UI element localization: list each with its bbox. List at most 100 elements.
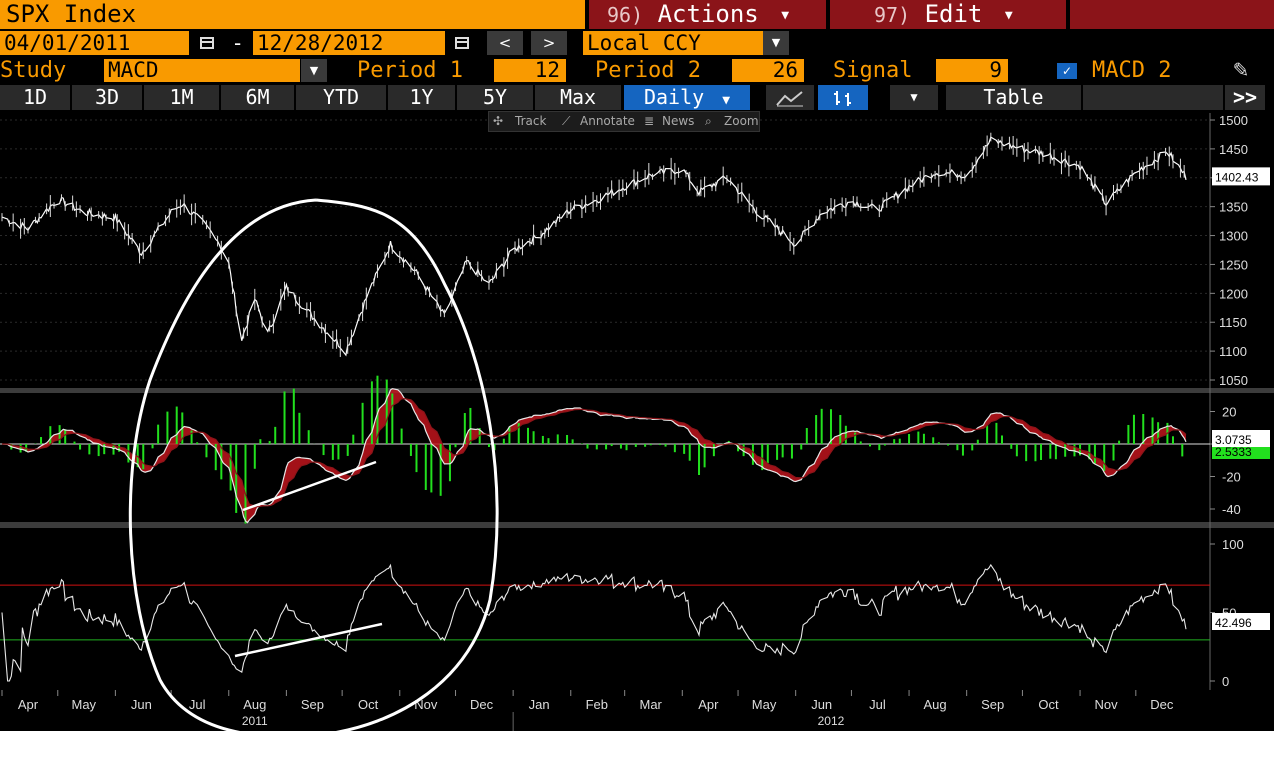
macd-histogram-bar [448, 444, 451, 482]
macd-histogram-bar [971, 444, 974, 451]
news-button[interactable]: News [662, 114, 695, 128]
header-filler [1070, 0, 1274, 29]
range-button-1y[interactable]: 1Y [388, 85, 455, 110]
x-tick-label: Sep [981, 697, 1004, 712]
range-button-6m[interactable]: 6M [221, 85, 294, 110]
macd-histogram-bar [634, 444, 637, 447]
last-price-label: 1402.43 [1215, 170, 1259, 184]
signal-field[interactable]: 9 [936, 59, 1008, 82]
ticker-field[interactable]: SPX Index [0, 0, 585, 29]
more-button[interactable]: >> [1225, 85, 1265, 110]
x-tick-label: Mar [639, 697, 662, 712]
macd-histogram-bar [625, 444, 628, 451]
macd-histogram-bar [619, 444, 622, 449]
line-chart-icon[interactable] [766, 85, 814, 110]
macd-histogram-bar [1010, 444, 1013, 449]
macd-histogram-bar [385, 379, 388, 444]
track-button[interactable]: Track [515, 114, 547, 128]
macd-histogram-bar [1157, 422, 1160, 444]
checkbox-icon[interactable]: ✓ [1057, 63, 1077, 79]
annotate-button[interactable]: Annotate [580, 114, 635, 128]
currency-select[interactable]: Local CCY [583, 31, 763, 55]
macd-histogram-bar [761, 444, 764, 471]
macd-histogram-bar [961, 444, 964, 456]
previous-period-button[interactable]: < [487, 31, 523, 55]
range-button-3d[interactable]: 3D [72, 85, 142, 110]
macd-histogram-bar [956, 444, 959, 451]
end-date-field[interactable]: 12/28/2012 [253, 31, 445, 55]
oscillator-value-badge [1212, 613, 1270, 630]
chevron-down-icon[interactable]: ▼ [763, 31, 789, 55]
macd-histogram-bar [1093, 444, 1096, 464]
range-button-1m[interactable]: 1M [144, 85, 219, 110]
x-tick-label: Feb [586, 697, 608, 712]
macd-histogram-bar [541, 435, 544, 444]
frequency-label: Daily [643, 85, 705, 109]
macd-histogram-bar [698, 444, 701, 476]
macd-histogram-bar [610, 444, 613, 447]
macd-histogram-bar [829, 409, 832, 444]
range-button-5y[interactable]: 5Y [457, 85, 533, 110]
macd-histogram-bar [1034, 444, 1037, 462]
signal-label: Signal [833, 58, 913, 83]
study-select[interactable]: MACD [104, 59, 300, 82]
x-tick-label: Aug [243, 697, 266, 712]
chevron-down-icon[interactable]: ▼ [301, 59, 327, 82]
macd-histogram-bar [1171, 436, 1174, 444]
x-tick-label: Jan [529, 697, 550, 712]
range-button-1d[interactable]: 1D [0, 85, 70, 110]
macd-histogram-bar [893, 439, 896, 444]
macd-histogram-bar [805, 428, 808, 444]
last-price-badge [1212, 167, 1270, 186]
macd-histogram-bar [688, 444, 691, 461]
edit-label: Edit [924, 0, 983, 28]
macd-histogram-bar [1132, 414, 1135, 444]
chart-canvas: 1500145014001350130012501200115011001050… [0, 113, 1274, 731]
start-date-field[interactable]: 04/01/2011 [0, 31, 189, 55]
macd-histogram-bar [781, 444, 784, 458]
y-tick-label: 1200 [1219, 286, 1248, 301]
macd-histogram-bar [73, 441, 76, 444]
range-button-max[interactable]: Max [535, 85, 621, 110]
x-tick-label: Oct [1038, 697, 1059, 712]
macd-histogram-bar [1000, 435, 1003, 444]
macd-histogram-bar [1103, 444, 1106, 471]
range-bar: 1D 3D 1M 6M YTD 1Y 5Y Max Daily ▼ ▼ Tabl… [0, 85, 1274, 111]
period1-label: Period 1 [357, 58, 463, 83]
frequency-select[interactable]: Daily ▼ [624, 85, 750, 110]
oscillator-value-label: 42.496 [1215, 616, 1252, 630]
news-icon[interactable]: ≣ [644, 114, 655, 128]
macd-histogram-bar [1112, 444, 1115, 461]
macd-histogram-bar [1181, 444, 1184, 457]
macd-histogram-bar [190, 430, 193, 444]
macd-histogram-bar [439, 444, 442, 496]
macd-value-badge [1212, 430, 1270, 447]
period2-field[interactable]: 26 [732, 59, 804, 82]
macd-histogram-bar [1088, 444, 1091, 460]
table-button[interactable]: Table [946, 85, 1081, 110]
macd-histogram-bar [322, 444, 325, 456]
zoom-icon[interactable]: ⌕ [705, 114, 712, 128]
edit-menu-button[interactable]: 97) Edit ▼ [830, 0, 1066, 29]
macd-histogram-bar [1151, 417, 1154, 444]
track-icon[interactable]: ✣ [493, 114, 504, 128]
range-button-ytd[interactable]: YTD [296, 85, 386, 110]
next-period-button[interactable]: > [531, 31, 567, 55]
chevron-down-icon[interactable]: ▼ [890, 85, 938, 110]
actions-menu-button[interactable]: 96) Actions ▼ [589, 0, 826, 29]
bar-chart-icon[interactable] [818, 85, 868, 110]
calendar-icon[interactable] [455, 37, 469, 49]
x-tick-label: Jun [811, 697, 832, 712]
calendar-icon[interactable] [200, 37, 214, 49]
x-tick-label: Apr [18, 697, 39, 712]
y-tick-label: -40 [1222, 502, 1241, 517]
macd-histogram-bar [244, 444, 247, 524]
zoom-button[interactable]: Zoom [724, 114, 759, 128]
macd-histogram-bar [205, 444, 208, 458]
x-tick-label: Aug [924, 697, 947, 712]
annotate-icon[interactable]: ⟋ [562, 114, 571, 128]
period1-field[interactable]: 12 [494, 59, 566, 82]
macd-histogram-bar [922, 433, 925, 444]
macd-histogram-bar [595, 444, 598, 450]
pencil-icon[interactable]: ✎ [1232, 58, 1250, 82]
